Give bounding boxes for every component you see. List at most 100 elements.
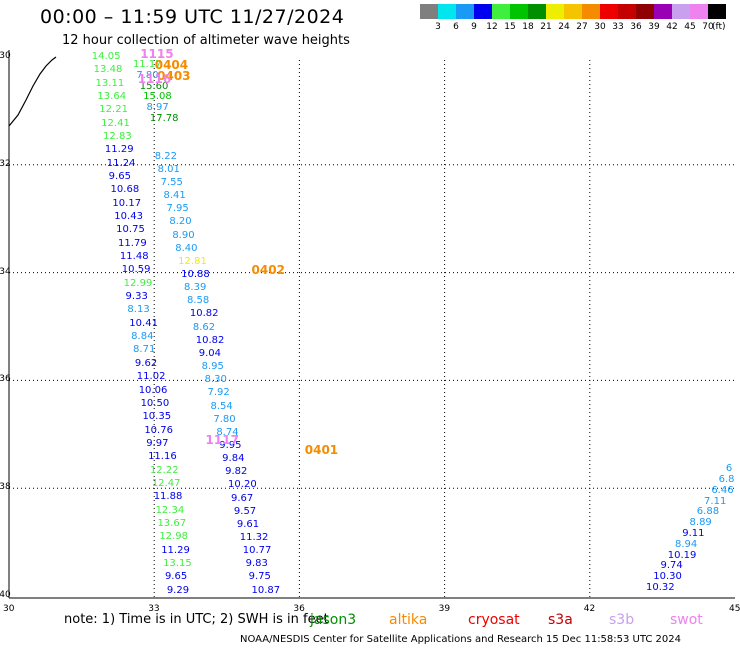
- legend-swatch: [510, 4, 528, 19]
- swh-value: 7.80: [136, 69, 159, 81]
- satellite-label: swot: [670, 612, 703, 628]
- swh-value: 9.83: [245, 558, 268, 570]
- legend-swatch: [492, 4, 510, 19]
- swh-value: 8.71: [133, 344, 156, 356]
- swh-value: 11.79: [118, 237, 147, 249]
- lon-tick-label: 30: [3, 604, 15, 614]
- satellite-label: jason3: [310, 612, 357, 628]
- swh-value: 7.11: [704, 495, 727, 507]
- swh-value: 11.32: [239, 532, 269, 544]
- swh-value: 10.43: [114, 211, 143, 223]
- swh-value: 6.8: [718, 474, 735, 486]
- swh-value: 9.57: [233, 505, 257, 517]
- legend-swatch: [690, 4, 708, 19]
- swh-value: 12.21: [99, 104, 128, 116]
- swh-value: 8.74: [216, 426, 239, 438]
- swh-value: 8.54: [210, 400, 233, 412]
- swh-value: 7.80: [213, 413, 236, 425]
- swh-value: 10.06: [138, 384, 168, 396]
- swh-value: 9.82: [225, 466, 248, 478]
- swh-value: 9.62: [134, 357, 158, 369]
- swh-value: 10.59: [121, 264, 151, 276]
- swh-value: 8.94: [675, 538, 698, 550]
- swh-value: 8.97: [146, 102, 169, 114]
- legend-swatch: [456, 4, 474, 19]
- legend-label: 21: [540, 22, 552, 32]
- swh-value: 8.62: [192, 321, 216, 333]
- swh-value: 11.02: [136, 371, 166, 383]
- pass-time-label: 0403: [157, 68, 191, 83]
- pass-time-label: 1117: [205, 432, 239, 447]
- swh-value: 10.17: [112, 197, 142, 209]
- swh-value: 8.84: [131, 331, 154, 343]
- swh-value: 6: [725, 463, 733, 475]
- swh-value: 8.58: [186, 295, 210, 307]
- swh-value: 7.95: [166, 203, 189, 215]
- swh-value: 11.16: [148, 451, 177, 463]
- swh-value: 9.33: [125, 291, 148, 303]
- swh-value: 10.30: [653, 571, 682, 583]
- lat-tick-label: -36: [0, 374, 11, 385]
- swh-value: 10.76: [144, 424, 173, 436]
- swh-value: 9.84: [222, 453, 245, 465]
- swh-value: 10.75: [116, 224, 145, 236]
- swh-value: 8.22: [154, 150, 177, 162]
- swh-value: 12.22: [149, 464, 179, 476]
- lon-tick-label: 33: [148, 604, 160, 614]
- swh-value: 10.77: [242, 545, 272, 557]
- footer-note: note: 1) Time is in UTC; 2) SWH is in fe…: [64, 612, 329, 627]
- swh-value: 17.78: [149, 112, 179, 124]
- swh-value: 12.34: [155, 504, 185, 516]
- lon-tick-label: 42: [583, 604, 596, 614]
- lat-tick-label: -38: [0, 482, 11, 493]
- legend-label: 39: [648, 22, 660, 32]
- legend-label: 27: [576, 22, 588, 32]
- pass-time-label: 0404: [154, 58, 189, 73]
- swh-value: 15.60: [139, 80, 169, 92]
- swh-value: 13.11: [95, 77, 125, 89]
- swh-value: 10.82: [195, 334, 225, 346]
- lat-tick-label: -32: [0, 158, 11, 169]
- swh-value: 8.01: [157, 163, 180, 175]
- legend-swatch: [438, 4, 456, 19]
- swh-value: 8.95: [201, 361, 224, 373]
- legend-label: 33: [612, 22, 624, 32]
- swh-value: 11.29: [104, 144, 134, 156]
- legend-swatch: [564, 4, 582, 19]
- swh-value: 12.47: [151, 477, 181, 489]
- legend-swatch: [474, 4, 492, 19]
- swh-value: 9.67: [230, 492, 254, 504]
- swh-value: 7.92: [207, 387, 230, 399]
- swh-value: 8.39: [184, 282, 207, 294]
- coastline: [8, 56, 57, 127]
- credit-line: NOAA/NESDIS Center for Satellite Applica…: [240, 634, 682, 645]
- pass-time-label: 0402: [251, 262, 285, 277]
- swh-value: 13.67: [157, 517, 187, 529]
- swh-value: 12.98: [159, 531, 188, 543]
- lon-tick-label: 36: [293, 604, 305, 614]
- swh-value: 6.46: [711, 484, 734, 496]
- swh-value: 8.20: [169, 216, 192, 228]
- pass-time-label: 1116: [137, 71, 172, 86]
- legend-label: 70: [702, 22, 714, 32]
- swh-value: 9.61: [236, 518, 260, 530]
- swh-value: 11.17: [132, 59, 162, 71]
- swh-value: 11.48: [119, 251, 149, 263]
- legend-label: 15: [504, 22, 516, 32]
- satellite-label: altika: [389, 612, 428, 628]
- legend-unit: (ft): [712, 22, 726, 32]
- swh-value: 13.15: [163, 557, 192, 569]
- swh-value: 11.88: [153, 491, 183, 503]
- lat-tick-label: -34: [0, 266, 11, 277]
- legend-swatch: [546, 4, 564, 19]
- legend-swatch: [618, 4, 636, 19]
- lon-tick-label: 39: [438, 604, 451, 614]
- swh-value: 10.41: [129, 317, 158, 329]
- swh-value: 9.65: [108, 171, 131, 183]
- swh-value: 10.19: [667, 549, 697, 561]
- swh-value: 10.82: [189, 308, 219, 320]
- legend-label: 42: [666, 22, 678, 32]
- swh-value: 15.08: [143, 91, 172, 103]
- legend-label: 6: [453, 22, 459, 32]
